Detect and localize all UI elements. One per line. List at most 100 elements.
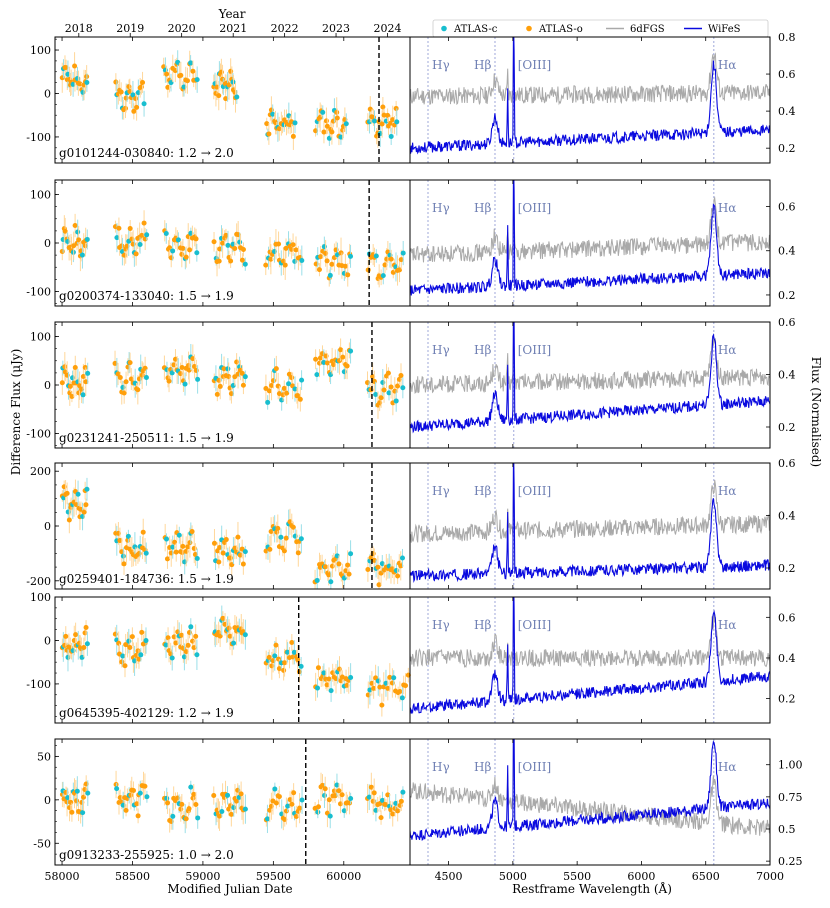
atlas-c-point — [79, 252, 85, 258]
spectrum-g0913233-255925: Hγ Hβ [OIII] Hα 0.25 0.5 0.75 1.00 4500 5000 5500 6… — [409, 738, 803, 883]
atlas-o-point — [133, 251, 139, 257]
atlas-c-point — [321, 670, 327, 676]
atlas-o-point — [211, 239, 217, 245]
line-label: [OIII] — [518, 484, 551, 498]
atlas-o-point — [390, 117, 396, 123]
atlas-c-point — [399, 695, 405, 701]
atlas-o-point — [377, 684, 383, 690]
line-label: Hγ — [432, 484, 450, 498]
atlas-o-point — [214, 391, 220, 397]
atlas-c-point — [299, 797, 305, 803]
atlas-o-point — [297, 396, 303, 402]
atlas-o-point — [345, 272, 351, 278]
atlas-c-point — [371, 118, 377, 124]
year-tick-label: 2023 — [322, 22, 350, 35]
atlas-o-point — [370, 374, 376, 380]
atlas-o-point — [223, 232, 229, 238]
spec-y-tick-label: 0.4 — [778, 510, 796, 523]
atlas-o-point — [266, 388, 272, 394]
atlas-o-point — [81, 509, 87, 515]
atlas-o-point — [131, 788, 137, 794]
y-tick-label: -200 — [26, 575, 51, 588]
atlas-o-point — [218, 69, 224, 75]
atlas-c-point — [194, 555, 200, 561]
atlas-o-point — [125, 537, 131, 543]
atlas-o-point — [273, 800, 279, 806]
atlas-o-point — [273, 366, 279, 372]
atlas-o-point — [322, 786, 328, 792]
legend-marker-0 — [441, 25, 447, 32]
atlas-o-point — [123, 105, 129, 111]
atlas-o-point — [276, 126, 282, 132]
atlas-c-point — [383, 680, 389, 686]
atlas-o-point — [183, 254, 189, 260]
atlas-c-point — [188, 784, 194, 790]
wifes-spectrum — [410, 739, 770, 841]
atlas-o-point — [59, 75, 65, 81]
atlas-c-point — [114, 786, 120, 792]
atlas-c-point — [270, 111, 276, 117]
atlas-o-point — [228, 811, 234, 817]
atlas-o-point — [119, 659, 125, 665]
atlas-o-point — [371, 685, 377, 691]
atlas-o-point — [64, 799, 70, 805]
line-label: Hα — [718, 343, 737, 357]
atlas-o-point — [324, 123, 330, 129]
spec-x-tick-label: 6000 — [627, 870, 655, 883]
atlas-o-point — [398, 257, 404, 263]
atlas-o-point — [289, 801, 295, 807]
atlas-o-point — [370, 798, 376, 804]
light-curve-g0200374-133040: g0200374-133040: 1.5 → 1.9 -100 0 100 — [26, 179, 411, 307]
spectrum-g0645395-402129: Hγ Hβ [OIII] Hα 0.2 0.4 0.6 — [409, 596, 796, 724]
atlas-o-point — [73, 502, 79, 508]
spec-y-tick-label: 1.00 — [778, 759, 803, 772]
panel-g0259401-184736: g0259401-184736: 1.5 → 1.9 -200 0 200 Hγ Hβ [O… — [26, 457, 796, 590]
y-tick-label: -100 — [26, 678, 51, 691]
atlas-o-point — [220, 615, 226, 621]
atlas-c-point — [114, 235, 120, 241]
line-label: Hβ — [474, 760, 491, 774]
atlas-o-point — [342, 263, 348, 269]
atlas-o-point — [276, 794, 282, 800]
atlas-o-point — [283, 808, 289, 814]
atlas-c-point — [298, 536, 304, 542]
atlas-o-point — [67, 805, 73, 811]
atlas-o-point — [340, 354, 346, 360]
spec-x-tick-label: 5000 — [499, 870, 527, 883]
atlas-c-point — [170, 813, 176, 819]
atlas-c-point — [320, 109, 326, 115]
atlas-o-point — [180, 245, 186, 251]
atlas-o-point — [121, 561, 127, 567]
wifes-spectrum — [410, 180, 770, 296]
atlas-c-point — [399, 555, 405, 561]
atlas-o-point — [238, 791, 244, 797]
atlas-c-point — [234, 94, 240, 100]
atlas-c-point — [379, 797, 385, 803]
atlas-c-point — [65, 509, 71, 515]
atlas-c-point — [348, 795, 354, 801]
atlas-c-point — [176, 532, 182, 538]
atlas-o-point — [268, 529, 274, 535]
atlas-c-point — [80, 89, 86, 95]
atlas-o-point — [63, 65, 69, 71]
sixdfgs-spectrum — [410, 335, 770, 395]
atlas-c-point — [79, 654, 85, 660]
wifes-spectrum — [410, 322, 770, 434]
atlas-o-point — [83, 624, 89, 630]
atlas-o-point — [220, 76, 226, 82]
atlas-o-point — [72, 63, 78, 69]
atlas-o-point — [266, 654, 272, 660]
line-label: [OIII] — [518, 201, 551, 215]
atlas-o-point — [192, 552, 198, 558]
atlas-o-point — [282, 262, 288, 268]
spec-y-tick-label: 0.6 — [778, 201, 796, 214]
atlas-o-point — [289, 640, 295, 646]
atlas-c-point — [138, 652, 144, 658]
line-label: Hα — [718, 58, 737, 72]
atlas-c-point — [120, 553, 126, 559]
atlas-o-point — [338, 347, 344, 353]
atlas-c-point — [195, 815, 201, 821]
atlas-c-point — [143, 638, 149, 644]
atlas-o-point — [321, 129, 327, 135]
